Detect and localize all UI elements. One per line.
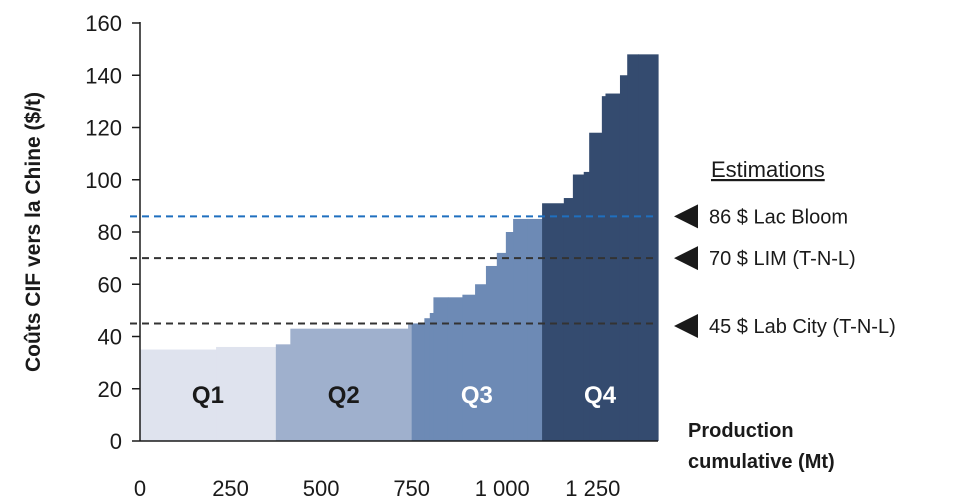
annotation-label-45: 45 $ Lab City (T-N-L) [709,316,896,338]
bar-q4-2 [572,174,585,441]
y-tick-labels: 0 20 40 60 80 100 120 140 160 [85,11,122,454]
bar-q1-0 [140,349,217,441]
quartile-label-q4: Q4 [584,382,617,409]
x-tick-label-0: 0 [134,476,146,499]
x-tick-label-750: 750 [393,476,430,499]
bar-q4-9 [638,54,659,441]
bar-q4-5 [601,96,607,442]
bar-q3-9 [505,232,514,441]
bar-q3-6 [475,284,487,441]
annotation-marker-45 [674,314,698,338]
bar-q3-1 [424,318,431,441]
bar-q3-0 [411,323,425,441]
quartile-label-q2: Q2 [328,382,360,409]
x-tick-labels: 0 250 500 750 1 000 1 250 [134,476,620,499]
bar-q4-4 [589,132,603,441]
bar-q1-1 [216,346,277,441]
annotation-label-86: 86 $ Lac Bloom [709,206,848,228]
x-axis-label-line2: cumulative (Mt) [688,451,835,473]
bar-q3-7 [485,265,498,441]
y-tick-label-60: 60 [98,272,122,297]
annotation-marker-70 [674,246,698,271]
annotation-marker-86 [674,204,698,229]
bar-q4-1 [563,198,574,441]
axes [132,22,658,442]
bar-q3-8 [496,252,507,441]
y-axis-label: Coûts CIF vers la Chine ($/t) [22,92,45,372]
x-tick-label-250: 250 [212,476,249,499]
bar-q4-6 [605,93,621,441]
bar-q2-1 [290,328,409,441]
x-axis-label-line1: Production [688,420,794,442]
bar-q4-0 [542,203,565,441]
annotation-label-70: 70 $ LIM (T-N-L) [709,248,856,270]
x-tick-label-1250: 1 250 [565,476,620,499]
y-tick-label-160: 160 [85,11,122,36]
y-tick-label-100: 100 [85,168,122,193]
bar-q4-8 [627,54,639,441]
reference-lines [130,215,656,325]
bar-q3-10 [513,218,529,441]
bar-q3-2 [429,312,435,441]
y-tick-label-20: 20 [98,377,122,402]
annotations-title: Estimations [711,157,825,182]
bar-q3-4 [447,297,463,441]
quartile-bars [140,54,659,442]
y-tick-label-140: 140 [85,63,122,88]
y-tick-label-0: 0 [110,429,122,454]
y-tick-label-40: 40 [98,325,122,350]
annotations: 86 $ Lac Bloom 70 $ LIM (T-N-L) 45 $ Lab C… [674,204,896,338]
quartile-label-q1: Q1 [192,382,224,409]
bar-q3-5 [462,294,476,441]
quartile-labels: Q1 Q2 Q3 Q4 [192,382,617,409]
x-tick-label-500: 500 [303,476,340,499]
bar-q2-0 [275,344,291,441]
y-tick-label-80: 80 [98,220,122,245]
quartile-label-q3: Q3 [461,382,493,409]
bar-q3-3 [433,297,449,441]
bar-q3-11 [527,218,543,441]
bar-q4-3 [583,171,590,441]
bar-q2-2 [408,323,413,441]
x-tick-label-1000: 1 000 [475,476,530,499]
y-tick-label-120: 120 [85,116,122,141]
